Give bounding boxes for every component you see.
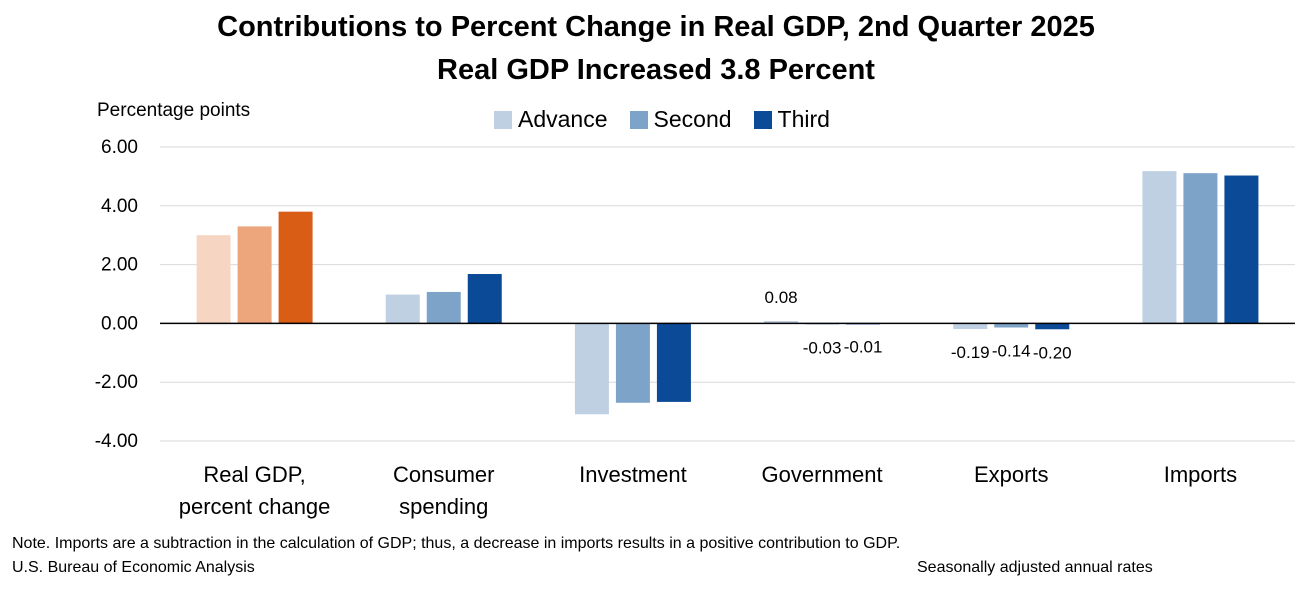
legend: Advance Second Third: [494, 106, 852, 133]
y-tick-label: 0.00: [101, 313, 138, 334]
bar: [1142, 171, 1177, 324]
data-label: -0.20: [1033, 343, 1072, 362]
bar: [467, 274, 502, 324]
x-tick-label: Exports: [974, 462, 1049, 487]
bar: [764, 321, 799, 324]
x-tick-label: Government: [762, 462, 883, 487]
x-tick-label: spending: [399, 494, 488, 519]
data-label: -0.03: [803, 338, 842, 357]
legend-label-advance: Advance: [518, 106, 608, 132]
bar: [574, 323, 609, 415]
legend-swatch-third: [753, 110, 772, 129]
adjustment-label: Seasonally adjusted annual rates: [917, 559, 1153, 576]
y-tick-label: -2.00: [95, 372, 138, 393]
bar: [237, 226, 272, 324]
x-tick-label: percent change: [179, 494, 331, 519]
y-tick-label: -4.00: [95, 431, 138, 452]
legend-item-third: Third: [753, 106, 830, 133]
legend-label-second: Second: [653, 106, 732, 132]
y-axis-label: Percentage points: [97, 100, 251, 121]
data-label: -0.19: [951, 343, 990, 362]
data-label: 0.08: [765, 288, 798, 307]
x-tick-label: Real GDP,: [203, 462, 305, 487]
bar: [615, 323, 650, 403]
bar: [994, 323, 1029, 328]
legend-swatch-advance: [494, 110, 512, 129]
bar: [385, 294, 420, 324]
data-label: -0.01: [844, 338, 883, 357]
y-tick-label: 4.00: [101, 196, 138, 217]
y-tick-label: 6.00: [101, 137, 138, 158]
legend-label-third: Third: [777, 106, 830, 132]
x-tick-label: Consumer: [393, 462, 494, 487]
legend-item-second: Second: [629, 106, 732, 133]
y-tick-label: 2.00: [101, 255, 138, 276]
legend-item-advance: Advance: [494, 106, 608, 133]
footnote: Note. Imports are a subtraction in the c…: [12, 535, 901, 552]
chart-title: Contributions to Percent Change in Real …: [217, 11, 1095, 43]
bar: [426, 291, 461, 324]
bar-chart: 6.00 4.00 2.00 0.00 -2.00 -4.00 Real GDP, perce…: [95, 137, 1295, 519]
bar: [953, 323, 988, 329]
bar: [1035, 323, 1070, 330]
chart-subtitle: Real GDP Increased 3.8 Percent: [437, 54, 875, 86]
bar: [656, 323, 691, 402]
data-label: -0.14: [992, 342, 1031, 361]
x-tick-label: Imports: [1164, 462, 1237, 487]
source-label: U.S. Bureau of Economic Analysis: [12, 559, 255, 576]
legend-swatch-second: [629, 110, 648, 129]
x-tick-label: Investment: [579, 462, 687, 487]
bar: [196, 235, 231, 324]
bar: [1224, 175, 1259, 324]
bar: [278, 211, 313, 324]
bar: [1183, 173, 1218, 324]
